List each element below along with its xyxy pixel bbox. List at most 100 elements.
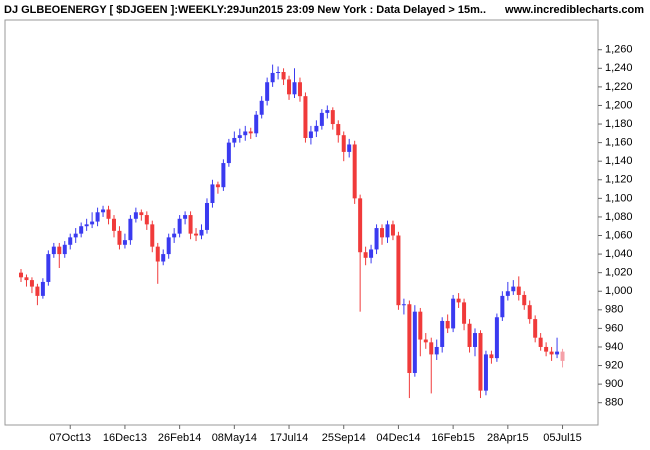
candle-body <box>303 96 308 138</box>
candle-body <box>347 144 352 152</box>
x-tick-label: 08May14 <box>212 432 257 444</box>
candle-body <box>111 218 116 231</box>
candle-body <box>29 280 34 287</box>
x-tick-label: 04Dec14 <box>376 432 420 444</box>
candle-body <box>183 215 188 219</box>
candle-body <box>522 294 527 306</box>
x-tick-label: 07Oct13 <box>49 432 91 444</box>
candle-body <box>363 252 368 258</box>
candle-body <box>336 124 341 136</box>
candle-body <box>456 298 461 303</box>
candle-body <box>188 215 193 234</box>
y-tick-label: 1,140 <box>605 155 633 167</box>
candle-body <box>396 235 401 306</box>
candle-body <box>560 351 565 361</box>
candle-body <box>117 230 122 245</box>
candle-body <box>325 110 330 113</box>
candle-body <box>210 184 215 203</box>
x-tick-label: 05Jul15 <box>543 432 582 444</box>
candle-body <box>544 346 549 352</box>
candle-body <box>232 137 237 143</box>
candle-body <box>533 319 538 338</box>
candle-body <box>265 82 270 101</box>
candle-body <box>527 305 532 320</box>
candle-body <box>133 212 138 219</box>
candle-body <box>505 291 510 296</box>
candle-body <box>35 286 40 296</box>
y-tick-label: 900 <box>605 378 623 390</box>
source: www.incrediblecharts.com <box>504 4 644 16</box>
candle-body <box>128 218 133 241</box>
candle-body <box>199 229 204 236</box>
candle-body <box>51 246 56 255</box>
y-tick-label: 1,180 <box>605 118 633 130</box>
candle-body <box>292 82 297 95</box>
candle-body <box>79 226 84 234</box>
candle-body <box>215 184 220 188</box>
candle-body <box>68 237 73 245</box>
candle-body <box>319 112 324 126</box>
candle-body <box>314 125 319 132</box>
candle-body <box>177 218 182 234</box>
candle-body <box>166 237 171 255</box>
x-tick-label: 16Feb15 <box>431 432 474 444</box>
y-tick-label: 1,100 <box>605 192 633 204</box>
candle-body <box>62 244 67 255</box>
candle-body <box>237 135 242 138</box>
candle-body <box>248 131 253 134</box>
candle-body <box>483 354 488 391</box>
y-tick-label: 1,160 <box>605 137 633 149</box>
y-tick-label: 1,120 <box>605 174 633 186</box>
candle-body <box>549 351 554 355</box>
candle-body <box>330 110 335 125</box>
candle-body <box>122 240 127 245</box>
y-tick-label: 1,060 <box>605 229 633 241</box>
candle-body <box>221 163 226 188</box>
candle-body <box>194 233 199 236</box>
candle-body <box>226 142 231 164</box>
x-tick-label: 26Feb14 <box>158 432 201 444</box>
candle-body <box>57 246 62 255</box>
candle-body <box>390 224 395 236</box>
chart-title: DJ GLBEOENERGY [ $DJGEEN ]:WEEKLY:29Jun2… <box>4 4 486 16</box>
candle-body <box>276 72 281 74</box>
candle-body <box>429 342 434 355</box>
candle-body <box>24 277 29 281</box>
candle-body <box>287 79 292 95</box>
candle-body <box>155 246 160 262</box>
candle-body <box>259 100 264 115</box>
candle-body <box>73 233 78 238</box>
candle-body <box>352 144 357 199</box>
candle-body <box>473 333 478 347</box>
candle-body <box>511 286 516 292</box>
candle-body <box>46 254 51 282</box>
candle-body <box>341 135 346 152</box>
candle-body <box>358 198 363 253</box>
y-tick-label: 1,200 <box>605 99 633 111</box>
candle-body <box>500 295 505 318</box>
y-tick-label: 1,240 <box>605 62 633 74</box>
candle-body <box>478 333 483 391</box>
y-tick-label: 1,220 <box>605 81 633 93</box>
candle-body <box>434 346 439 355</box>
y-tick-label: 1,000 <box>605 285 633 297</box>
candle-body <box>538 337 543 347</box>
candle-body <box>401 304 406 306</box>
candle-body <box>90 221 95 225</box>
candle-body <box>144 215 149 225</box>
candle-body <box>95 212 100 222</box>
y-tick-label: 880 <box>605 397 623 409</box>
candle-body <box>281 72 286 80</box>
candle-body <box>467 323 472 347</box>
x-tick-label: 17Jul14 <box>270 432 309 444</box>
x-tick-label: 25Sep14 <box>322 432 366 444</box>
y-tick-label: 1,020 <box>605 267 633 279</box>
y-tick-label: 960 <box>605 322 623 334</box>
candle-body <box>270 72 275 83</box>
candle-body <box>106 209 111 219</box>
candle-body <box>418 311 423 340</box>
candle-body <box>440 320 445 347</box>
candle-body <box>374 228 379 250</box>
candle-body <box>101 209 106 213</box>
